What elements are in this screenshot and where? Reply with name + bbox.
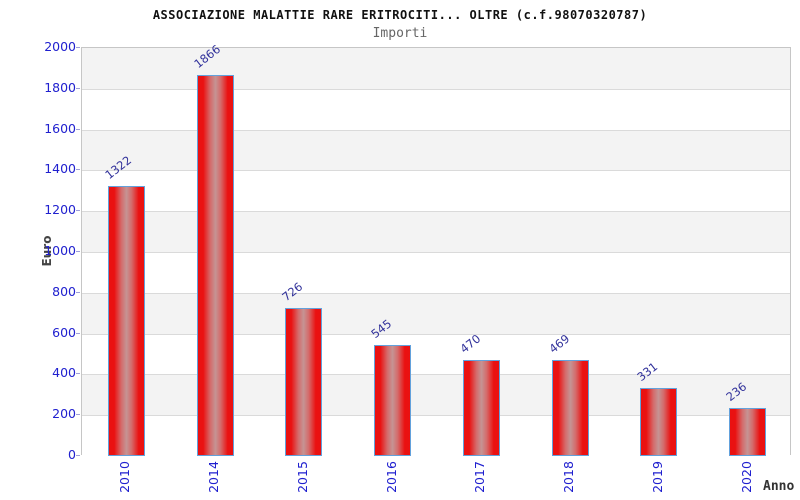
plot-band [82, 252, 790, 293]
plot-band [82, 129, 790, 171]
bar-2020 [729, 407, 767, 456]
gridline [82, 129, 790, 131]
y-tick-mark [76, 87, 80, 89]
bar-2017 [462, 360, 500, 456]
x-tick-label: 2019 [649, 461, 665, 493]
plot-band [82, 333, 790, 375]
y-tick-label: 1600 [44, 120, 76, 136]
x-axis-title: Anno [763, 479, 795, 494]
chart-title: ASSOCIAZIONE MALATTIE RARE ERITROCITI...… [152, 8, 648, 22]
x-tick-label: 2018 [561, 461, 577, 493]
x-tick-label: 2016 [383, 461, 399, 493]
y-tick-label: 0 [68, 447, 76, 462]
gridline [82, 333, 790, 335]
plot-band [82, 292, 790, 334]
bar-2014 [196, 75, 234, 456]
plot-band [82, 415, 790, 456]
y-tick-mark [76, 251, 80, 252]
gridline [82, 374, 790, 376]
x-tick-label: 2010 [117, 461, 133, 493]
bar-2019 [640, 388, 678, 456]
bar-2018 [551, 360, 589, 456]
gridline [82, 88, 790, 90]
bar-2016 [374, 344, 412, 456]
bar-2015 [285, 307, 323, 456]
y-tick-mark [76, 291, 80, 293]
y-tick-mark [76, 128, 80, 130]
x-tick-label: 2017 [472, 461, 488, 493]
plot-band [82, 374, 790, 416]
gridline [82, 252, 790, 253]
y-tick-label: 800 [52, 283, 76, 299]
y-tick-label: 2000 [44, 39, 76, 54]
y-tick-label: 1400 [44, 161, 76, 177]
y-tick-mark [76, 332, 80, 334]
y-tick-mark [76, 455, 80, 456]
x-tick-label: 2020 [738, 461, 754, 493]
gridline [82, 292, 790, 294]
y-tick-mark [76, 414, 80, 416]
y-tick-label: 1000 [44, 243, 76, 258]
y-tick-label: 1800 [44, 79, 76, 95]
plot-band [82, 48, 790, 89]
gridline [82, 415, 790, 417]
plot-band [82, 170, 790, 212]
chart-subtitle: Importi [372, 26, 428, 41]
y-tick-label: 200 [52, 406, 76, 422]
plot-area: 1322 1866 726 545 470 469 331 236 [81, 42, 791, 456]
y-tick-label: 1200 [44, 202, 76, 218]
plot-band [82, 211, 790, 252]
gridline [82, 170, 790, 172]
x-tick-label: 2014 [206, 461, 222, 493]
plot-band [82, 88, 790, 130]
y-tick-mark [76, 169, 80, 171]
y-tick-label: 600 [52, 324, 76, 340]
x-tick-label: 2015 [294, 461, 310, 493]
y-tick-label: 400 [52, 365, 76, 381]
bar-2010 [107, 186, 145, 456]
y-tick-mark [76, 373, 80, 375]
gridline [82, 211, 790, 213]
y-tick-mark [76, 47, 80, 48]
y-tick-mark [76, 210, 80, 212]
